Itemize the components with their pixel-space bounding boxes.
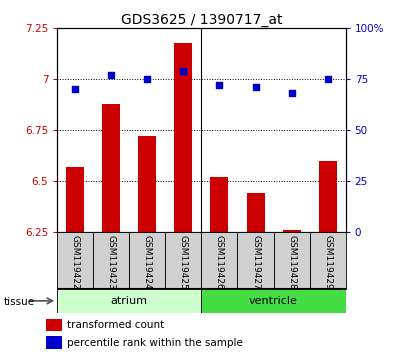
Text: ventricle: ventricle bbox=[249, 296, 298, 306]
Bar bbox=[319, 161, 337, 232]
Bar bbox=[93, 232, 130, 289]
Bar bbox=[47, 336, 62, 349]
Point bbox=[252, 85, 259, 90]
Point bbox=[108, 72, 115, 78]
Bar bbox=[130, 232, 166, 289]
Bar bbox=[166, 232, 201, 289]
Bar bbox=[201, 232, 237, 289]
Text: percentile rank within the sample: percentile rank within the sample bbox=[67, 338, 243, 348]
Bar bbox=[47, 319, 62, 331]
Point bbox=[324, 76, 331, 82]
Bar bbox=[237, 232, 274, 289]
Bar bbox=[138, 136, 156, 232]
Text: GSM119426: GSM119426 bbox=[215, 235, 224, 290]
Point bbox=[144, 76, 150, 82]
Bar bbox=[282, 230, 301, 232]
Bar bbox=[102, 104, 120, 232]
Bar bbox=[201, 289, 346, 313]
Bar bbox=[175, 42, 192, 232]
Point bbox=[288, 91, 295, 96]
Text: GSM119428: GSM119428 bbox=[287, 235, 296, 290]
Text: GSM119422: GSM119422 bbox=[71, 235, 80, 289]
Text: GSM119424: GSM119424 bbox=[143, 235, 152, 289]
Text: atrium: atrium bbox=[111, 296, 148, 306]
Bar bbox=[274, 232, 310, 289]
Bar bbox=[310, 232, 346, 289]
Bar bbox=[66, 167, 84, 232]
Bar bbox=[57, 232, 93, 289]
Text: GSM119429: GSM119429 bbox=[323, 235, 332, 290]
Text: tissue: tissue bbox=[4, 297, 35, 307]
Point bbox=[72, 87, 79, 92]
Text: GSM119425: GSM119425 bbox=[179, 235, 188, 290]
Title: GDS3625 / 1390717_at: GDS3625 / 1390717_at bbox=[121, 13, 282, 27]
Text: GSM119427: GSM119427 bbox=[251, 235, 260, 290]
Point bbox=[216, 82, 223, 88]
Bar bbox=[57, 289, 201, 313]
Bar bbox=[211, 177, 228, 232]
Text: transformed count: transformed count bbox=[67, 320, 165, 330]
Text: GSM119423: GSM119423 bbox=[107, 235, 116, 290]
Bar bbox=[246, 193, 265, 232]
Point bbox=[180, 68, 186, 74]
